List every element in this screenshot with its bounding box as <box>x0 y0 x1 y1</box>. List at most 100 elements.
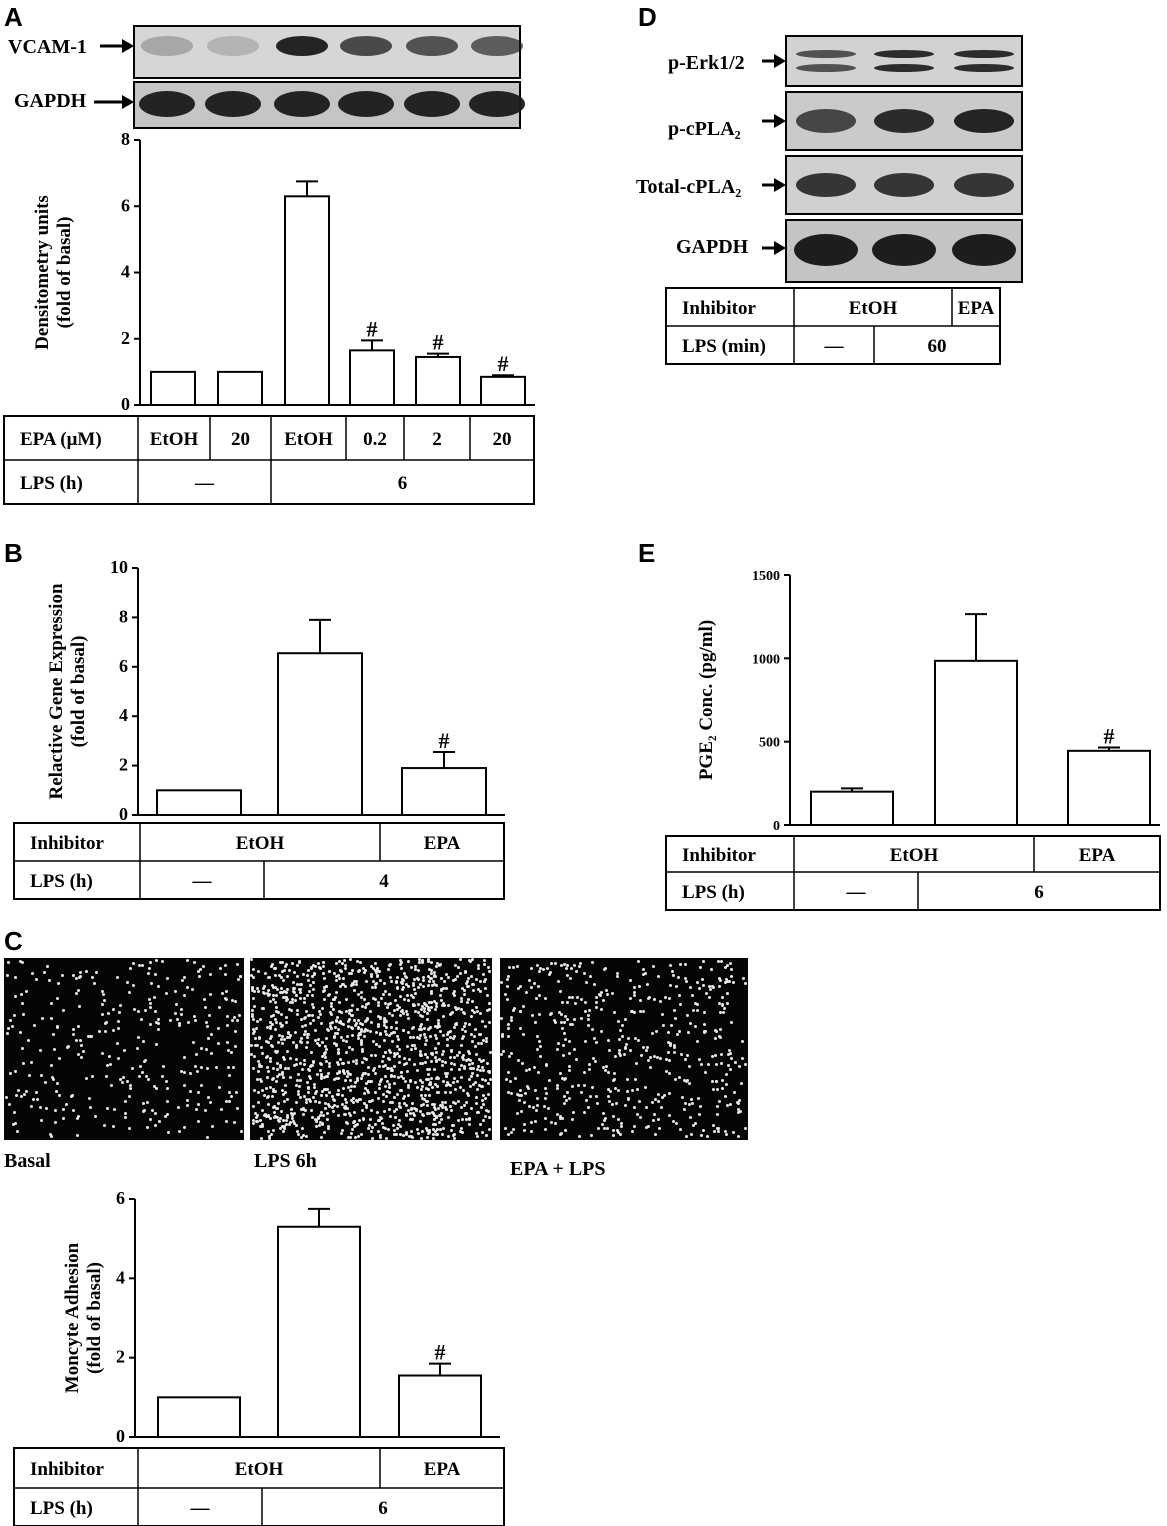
adherent-cell-dot <box>355 1098 359 1102</box>
adherent-cell-dot <box>446 975 450 979</box>
adherent-cell-dot <box>378 978 382 982</box>
adherent-cell-dot <box>387 1085 391 1089</box>
adherent-cell-dot <box>467 1050 471 1053</box>
adherent-cell-dot <box>435 1076 439 1080</box>
adherent-cell-dot <box>454 1007 458 1011</box>
adherent-cell-dot <box>638 1116 642 1120</box>
adherent-cell-dot <box>643 972 647 976</box>
adherent-cell-dot <box>445 1107 449 1111</box>
adherent-cell-dot <box>149 961 153 965</box>
adherent-cell-dot <box>423 1043 427 1047</box>
adherent-cell-dot <box>518 1026 522 1030</box>
adherent-cell-dot <box>383 1030 387 1034</box>
adherent-cell-dot <box>274 1017 278 1021</box>
adherent-cell-dot <box>650 1101 654 1105</box>
adherent-cell-dot <box>311 1003 315 1007</box>
adherent-cell-dot <box>202 997 206 1001</box>
adherent-cell-dot <box>402 1057 406 1061</box>
adherent-cell-dot <box>479 1060 483 1064</box>
adherent-cell-dot <box>356 960 360 964</box>
adherent-cell-dot <box>410 1135 414 1139</box>
adherent-cell-dot <box>370 964 374 968</box>
adherent-cell-dot <box>511 965 515 969</box>
adherent-cell-dot <box>603 1116 607 1120</box>
adherent-cell-dot <box>285 1035 289 1039</box>
adherent-cell-dot <box>700 1133 704 1137</box>
adherent-cell-dot <box>482 959 486 963</box>
adherent-cell-dot <box>266 976 270 980</box>
adherent-cell-dot <box>279 976 283 980</box>
adherent-cell-dot <box>76 1133 80 1137</box>
adherent-cell-dot <box>379 1134 383 1138</box>
adherent-cell-dot <box>122 1048 126 1052</box>
adherent-cell-dot <box>391 1123 395 1127</box>
adherent-cell-dot <box>456 1080 460 1084</box>
adherent-cell-dot <box>306 979 310 983</box>
adherent-cell-dot <box>424 1078 428 1082</box>
adherent-cell-dot <box>520 1062 524 1066</box>
adherent-cell-dot <box>263 971 267 975</box>
adherent-cell-dot <box>310 1116 314 1120</box>
adherent-cell-dot <box>225 1023 229 1027</box>
adherent-cell-dot <box>282 978 286 982</box>
adherent-cell-dot <box>506 1091 510 1095</box>
adherent-cell-dot <box>226 1049 230 1053</box>
adherent-cell-dot <box>422 1001 426 1005</box>
table-a-row2-cell: — <box>194 473 215 494</box>
adherent-cell-dot <box>388 976 392 980</box>
adherent-cell-dot <box>251 988 255 992</box>
adherent-cell-dot <box>312 1083 316 1087</box>
adherent-cell-dot <box>51 1078 55 1082</box>
adherent-cell-dot <box>346 1019 350 1023</box>
adherent-cell-dot <box>458 1130 462 1134</box>
adherent-cell-dot <box>614 1101 618 1105</box>
adherent-cell-dot <box>280 1070 284 1074</box>
adherent-cell-dot <box>446 1071 450 1075</box>
adherent-cell-dot <box>456 965 460 969</box>
adherent-cell-dot <box>256 970 260 974</box>
adherent-cell-dot <box>105 1021 109 1025</box>
chart-a-bar <box>480 375 526 406</box>
adherent-cell-dot <box>412 996 416 1000</box>
adherent-cell-dot <box>178 1022 182 1026</box>
adherent-cell-dot <box>100 1002 104 1006</box>
adherent-cell-dot <box>294 993 298 997</box>
adherent-cell-dot <box>396 1093 400 1097</box>
adherent-cell-dot <box>160 959 164 963</box>
adherent-cell-dot <box>361 1060 365 1064</box>
micrograph-epa-lps <box>500 958 748 1140</box>
adherent-cell-dot <box>112 1029 116 1033</box>
adherent-cell-dot <box>411 1112 415 1116</box>
adherent-cell-dot <box>588 1094 592 1098</box>
adherent-cell-dot <box>235 1018 239 1022</box>
adherent-cell-dot <box>251 1032 255 1036</box>
adherent-cell-dot <box>698 1057 702 1061</box>
adherent-cell-dot <box>119 1003 123 1007</box>
adherent-cell-dot <box>509 1051 513 1055</box>
adherent-cell-dot <box>460 1105 464 1109</box>
adherent-cell-dot <box>481 1069 485 1073</box>
adherent-cell-dot <box>348 1111 352 1115</box>
adherent-cell-dot <box>311 993 315 997</box>
adherent-cell-dot <box>7 961 11 965</box>
adherent-cell-dot <box>398 1125 402 1129</box>
adherent-cell-dot <box>626 1036 630 1040</box>
adherent-cell-dot <box>393 1095 397 1099</box>
adherent-cell-dot <box>671 973 675 977</box>
adherent-cell-dot <box>371 1098 375 1102</box>
adherent-cell-dot <box>262 985 266 989</box>
chart-a-y-axis-label: Densitometry units <box>32 195 53 350</box>
adherent-cell-dot <box>428 1112 432 1116</box>
adherent-cell-dot <box>668 996 672 1000</box>
adherent-cell-dot <box>94 1114 98 1118</box>
adherent-cell-dot <box>553 1019 557 1023</box>
adherent-cell-dot <box>298 983 302 987</box>
adherent-cell-dot <box>723 980 727 984</box>
adherent-cell-dot <box>422 1098 426 1102</box>
adherent-cell-dot <box>400 1008 404 1012</box>
adherent-cell-dot <box>453 989 457 993</box>
adherent-cell-dot <box>447 1004 451 1008</box>
adherent-cell-dot <box>628 996 632 1000</box>
adherent-cell-dot <box>271 1087 275 1091</box>
adherent-cell-dot <box>591 1056 595 1060</box>
